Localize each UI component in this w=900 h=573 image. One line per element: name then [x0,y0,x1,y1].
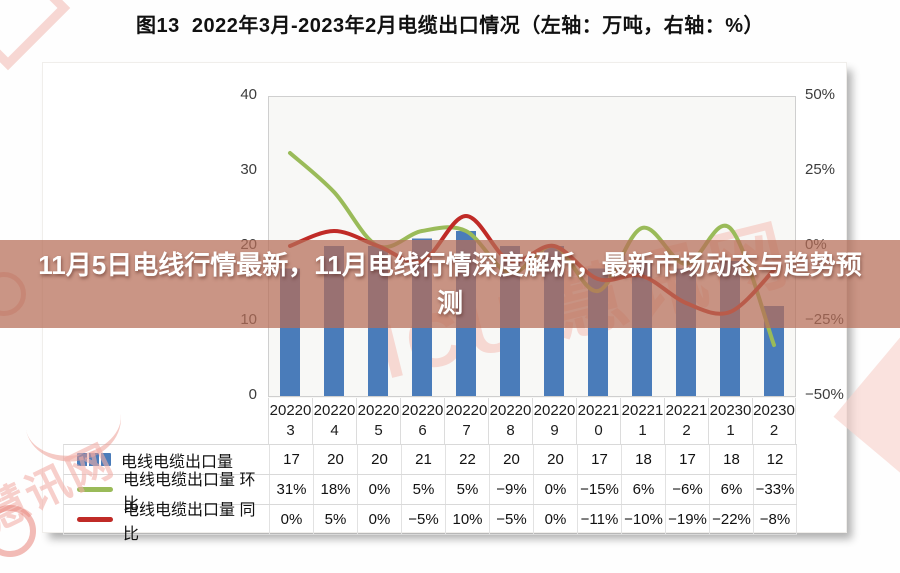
x-axis-label: 20220 9 [532,398,576,444]
series-name-label: 电线电缆出口量 [121,453,234,471]
x-axis-label: 20221 0 [576,398,620,444]
watermark-ring-bottom-left [0,505,36,557]
table-cell: −15% [577,475,621,504]
left-axis-tick: 30 [240,161,257,178]
table-cell: 18 [709,445,753,474]
x-axis-label: 20220 4 [312,398,356,444]
table-cell: 5% [445,475,489,504]
left-axis-tick: 0 [248,386,257,403]
table-cell: 0% [269,505,313,534]
x-axis-label: 20221 1 [620,398,664,444]
table-cell: 6% [621,475,665,504]
table-cell: 10% [445,505,489,534]
x-axis-label: 20230 1 [708,398,752,444]
legend-cell: 电线电缆出口量 [64,445,269,474]
right-axis-tick: 25% [805,161,836,178]
legend-cell: 电线电缆出口量 环比 [64,472,269,513]
table-cell: 0% [533,475,577,504]
table-cell: 17 [665,445,709,474]
table-cell: −10% [621,505,665,534]
x-axis-label: 20220 7 [444,398,488,444]
table-cell: 22 [445,445,489,474]
right-axis-tick: −50% [805,386,844,403]
x-axis-label: 20230 2 [752,398,796,444]
table-cell: −33% [753,475,797,504]
page-title: 图13 2022年3月-2023年2月电缆出口情况（左轴：万吨，右轴：%） [135,15,765,37]
table-cell: 0% [357,505,401,534]
table-row: 电线电缆出口量 同比 0% 5% 0% −5% 10% −5% 0% −11% −10% −19% −… [63,502,797,543]
legend-bar-swatch [77,453,111,466]
legend-cell: 电线电缆出口量 同比 [64,502,269,543]
table-cell: −22% [709,505,753,534]
table-cell: 18 [621,445,665,474]
table-cell: 0% [357,475,401,504]
table-cell: 6% [709,475,753,504]
table-cell: −5% [489,505,533,534]
table-cell: −9% [489,475,533,504]
series-name-label: 电线电缆出口量 同比 [123,501,256,543]
table-cell: 20 [489,445,533,474]
data-table: 电线电缆出口量 17 20 20 21 22 20 20 17 18 17 18 12 电线电缆出口量 环… [63,444,797,543]
table-row: 电线电缆出口量 17 20 20 21 22 20 20 17 18 17 18 12 [63,444,797,475]
x-axis-label: 20220 8 [488,398,532,444]
x-axis-label: 20221 2 [664,398,708,444]
table-cell: 17 [269,445,313,474]
table-row: 电线电缆出口量 环比 31% 18% 0% 5% 5% −9% 0% −15% 6% −6% 6% −3… [63,472,797,513]
table-cell: 20 [357,445,401,474]
table-cell: 12 [753,445,797,474]
table-cell: 20 [313,445,357,474]
x-axis-label-band: 20220 3 20220 4 20220 5 20220 6 20220 7 20220 8 2022… [268,398,796,445]
table-cell: 5% [401,475,445,504]
left-axis-tick: 40 [240,86,257,103]
table-cell: −5% [401,505,445,534]
table-cell: −11% [577,505,621,534]
table-cell: 18% [313,475,357,504]
overlay-banner: 11月5日电线行情最新，11月电线行情深度解析，最新市场动态与趋势预测 [0,240,900,328]
series-name-label: 电线电缆出口量 环比 [123,471,256,513]
x-axis-label: 20220 6 [400,398,444,444]
table-cell: 20 [533,445,577,474]
table-cell: −19% [665,505,709,534]
table-cell: −6% [665,475,709,504]
table-cell: −8% [753,505,797,534]
table-cell: 31% [269,475,313,504]
x-axis-label: 20220 5 [356,398,400,444]
legend-line-swatch [77,517,113,522]
x-axis-label: 20220 3 [268,398,312,444]
right-axis-tick: 50% [805,86,836,103]
legend-line-swatch [77,487,113,492]
table-cell: 17 [577,445,621,474]
table-cell: 5% [313,505,357,534]
table-cell: 0% [533,505,577,534]
table-cell: 21 [401,445,445,474]
overlay-text: 11月5日电线行情最新，11月电线行情深度解析，最新市场动态与趋势预测 [38,250,862,318]
